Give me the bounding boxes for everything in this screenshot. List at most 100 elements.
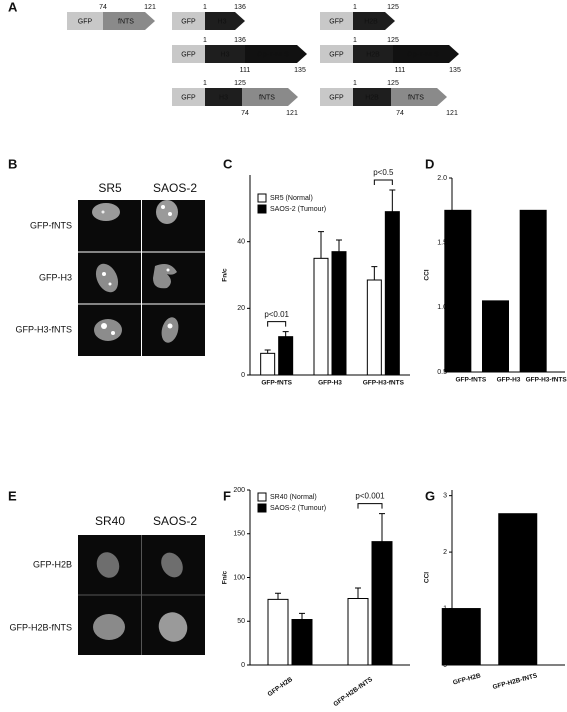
legend-label: SAOS-2 (Tumour) (270, 505, 326, 512)
residue-number: 136 (234, 37, 246, 44)
y-tick-label: 0 (241, 662, 245, 669)
error-bar (371, 266, 378, 280)
row-label: GFP-H2B-fNTS (9, 622, 72, 632)
bar (441, 608, 481, 666)
legend-label: SR5 (Normal) (270, 195, 313, 202)
construct-segment (67, 12, 103, 30)
y-tick-label: 0 (241, 372, 245, 379)
significance-bracket (373, 179, 393, 185)
construct-segment (205, 45, 245, 63)
error-bar (389, 189, 396, 212)
annotation: p<0.001 (355, 492, 385, 501)
significance-bracket (267, 321, 287, 327)
bar (331, 251, 347, 376)
bar (278, 336, 294, 376)
residue-number: 1 (203, 37, 207, 44)
error-bar (282, 331, 289, 337)
bar (371, 541, 393, 666)
segment-label: GFP (181, 94, 196, 101)
bar (482, 300, 509, 373)
segment-label: H2B (366, 51, 380, 58)
residue-number: 125 (387, 80, 399, 87)
segment-label: fNTS (118, 18, 134, 25)
chart: 0 20 40 Fn/c GFP-fNTS GFP-H3 GFP-H3-fNTS p<0.01… (222, 168, 410, 387)
segment-label: H3 (218, 18, 227, 25)
x-tick-label: GFP-H2B-fNTS (332, 676, 374, 708)
column-label: SR40 (95, 514, 125, 528)
y-tick-label: 1.0 (437, 304, 447, 311)
construct-segment (172, 45, 205, 63)
error-bar (264, 349, 271, 354)
residue-number: 121 (286, 110, 298, 117)
construct-segment (320, 45, 353, 63)
y-tick-label: 200 (233, 487, 245, 494)
column-label: SAOS-2 (153, 514, 197, 528)
error-bar (379, 513, 385, 542)
construct-segment (205, 12, 245, 30)
error-bar (275, 592, 281, 600)
bar (347, 598, 369, 666)
residue-number: 1 (353, 80, 357, 87)
construct-segment (172, 12, 205, 30)
residue-number: 1 (353, 37, 357, 44)
y-tick-label: 2.0 (437, 175, 447, 182)
residue-number: 125 (387, 37, 399, 44)
residue-number: 111 (395, 67, 406, 74)
construct-segment (353, 12, 395, 30)
bar (260, 352, 276, 376)
segment-label: fNTS (408, 94, 424, 101)
bar (519, 209, 547, 373)
y-tick-label: 150 (233, 531, 245, 538)
column-label: SR5 (98, 181, 122, 195)
residue-number: 1 (203, 80, 207, 87)
row-label: GFP-H3-fNTS (15, 324, 72, 334)
y-tick-label: 20 (237, 305, 245, 312)
x-tick-label: GFP-fNTS (455, 377, 486, 384)
bar (291, 619, 313, 666)
x-tick-label: GFP-H2B-fNTS (492, 672, 539, 691)
residue-number: 1 (203, 4, 207, 11)
y-tick-label: 2 (443, 549, 447, 556)
segment-label: H3 (219, 94, 228, 101)
bar (366, 279, 382, 376)
annotation: p<0.01 (264, 310, 289, 319)
column-label: SAOS-2 (153, 181, 197, 195)
segment-label: GFP (329, 18, 344, 25)
error-bar (299, 612, 305, 620)
segment-label: H2B (365, 94, 379, 101)
segment-label: GFP (181, 51, 196, 58)
residue-number: 74 (396, 110, 404, 117)
micrographs-b (78, 200, 205, 356)
y-axis-label: CCI (424, 269, 431, 280)
segment-label: GFP (329, 94, 344, 101)
x-tick-label: GFP-H2B (452, 672, 482, 686)
y-tick-label: 0.5 (437, 369, 447, 376)
row-label: GFP-H3 (39, 272, 72, 282)
legend-swatch (257, 503, 267, 513)
x-tick-label: GFP-fNTS (261, 380, 292, 387)
panel-letter: G (425, 488, 435, 503)
bar (313, 257, 329, 376)
construct-segment (353, 88, 391, 106)
x-tick-label: GFP-H3-fNTS (363, 380, 405, 387)
y-axis-label: CCI (424, 572, 431, 583)
segment-label: GFP (181, 18, 196, 25)
chart: 0.5 1.0 1.5 2.0 CCI GFP-fNTS GFP-H3 GFP-H3-fNTS (424, 175, 567, 384)
construct-segment (205, 88, 242, 106)
row-label: GFP-fNTS (30, 220, 72, 230)
residue-number: 111 (240, 67, 251, 74)
bar (444, 209, 472, 373)
y-tick-label: 40 (237, 239, 245, 246)
panel-letter: E (8, 488, 17, 503)
legend-label: SR40 (Normal) (270, 494, 317, 501)
residue-number: 121 (144, 4, 156, 11)
construct-segment (172, 88, 205, 106)
residue-number: 125 (234, 80, 246, 87)
error-bar (336, 239, 342, 252)
segment-label: Op-T-NLS (407, 51, 439, 58)
y-tick-label: 3 (443, 492, 447, 499)
panel-letter: C (223, 156, 233, 171)
x-tick-label: GFP-H2B (267, 676, 295, 698)
legend-swatch (257, 204, 267, 214)
